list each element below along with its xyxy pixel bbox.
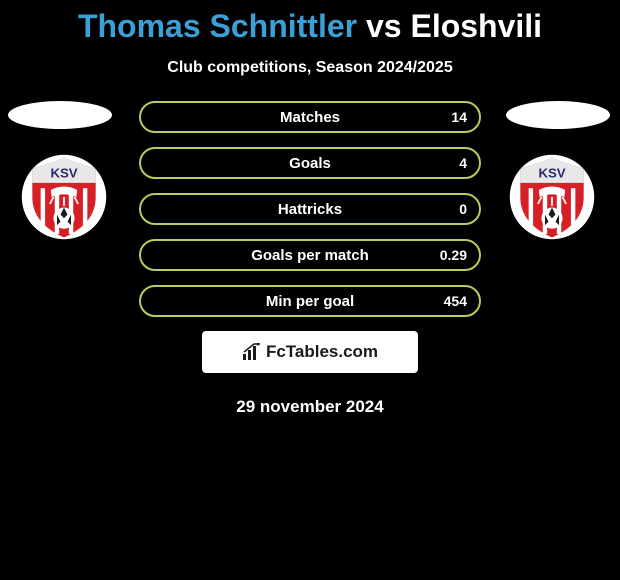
stat-row-matches: Matches 14 [139,101,481,133]
stat-value-right: 4 [459,155,467,171]
branding-box[interactable]: FcTables.com [202,331,418,373]
title-vs: vs [366,8,402,44]
stat-label: Hattricks [278,201,342,218]
stat-label: Goals [289,155,331,172]
title-player2: Eloshvili [410,8,542,44]
stat-row-min-per-goal: Min per goal 454 [139,285,481,317]
svg-text:KSV: KSV [50,166,77,181]
branding-text: FcTables.com [266,342,378,362]
stat-label: Matches [280,109,340,126]
stat-value-right: 0 [459,201,467,217]
stat-value-right: 14 [451,109,467,125]
club-badge-left: KSV [20,153,108,241]
stat-row-goals: Goals 4 [139,147,481,179]
title-player1: Thomas Schnittler [78,8,357,44]
avatar-placeholder-right [506,101,610,129]
date-text: 29 november 2024 [0,397,620,417]
svg-text:KSV: KSV [538,166,565,181]
comparison-area: KSV KSV [0,101,620,321]
shield-icon: KSV [20,153,108,241]
stat-row-hattricks: Hattricks 0 [139,193,481,225]
stat-value-right: 454 [444,293,467,309]
subtitle: Club competitions, Season 2024/2025 [0,59,620,77]
page-title: Thomas Schnittler vs Eloshvili [0,0,620,45]
club-badge-right: KSV [508,153,596,241]
shield-icon: KSV [508,153,596,241]
bar-chart-icon [242,343,262,361]
avatar-placeholder-left [8,101,112,129]
stat-row-goals-per-match: Goals per match 0.29 [139,239,481,271]
stat-label: Goals per match [251,247,369,264]
stat-value-right: 0.29 [440,247,467,263]
stat-label: Min per goal [266,293,354,310]
